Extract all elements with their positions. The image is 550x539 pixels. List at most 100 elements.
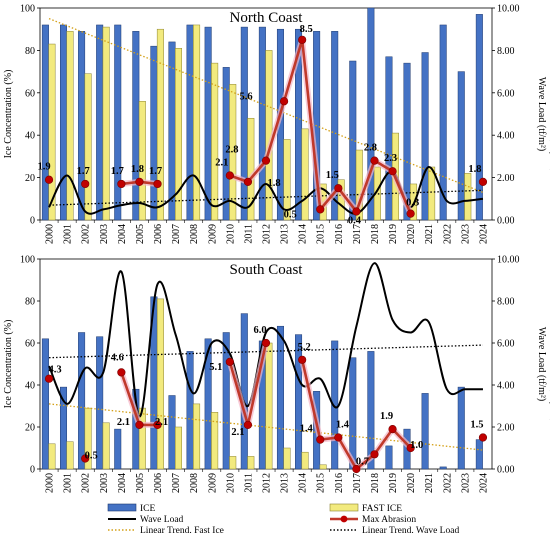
fast-ice-bar bbox=[193, 24, 201, 221]
y-tick-label: 20 bbox=[25, 173, 35, 184]
fast-ice-bar bbox=[193, 403, 201, 470]
max-abrasion-point bbox=[225, 357, 234, 367]
y-tick-label: 40 bbox=[25, 381, 35, 392]
north-coast-panel: North Coast 0 20 40 60 80 100 0.00 2.00 4.00 6.00 8… bbox=[3, 4, 550, 245]
max-abrasion-point bbox=[388, 167, 397, 176]
max-abrasion-point bbox=[44, 175, 54, 184]
south-coast-panel: South Coast 0 20 40 60 80 100 0.00 2.00 4.00 6.00 8… bbox=[3, 255, 550, 494]
data-label: 2.1 bbox=[231, 427, 244, 438]
ice-bar bbox=[240, 26, 248, 221]
fast-ice-bar bbox=[247, 117, 255, 221]
x-tick-label: 2012 bbox=[262, 473, 273, 493]
y-tick-label: 0 bbox=[30, 465, 35, 476]
legend-label-wave-load: Wave Load bbox=[140, 515, 184, 525]
data-label: 1.4 bbox=[300, 424, 314, 435]
y2-tick-label: 10.00 bbox=[497, 255, 520, 266]
x-tick-label: 2007 bbox=[171, 473, 182, 493]
x-tick-label: 2024 bbox=[478, 224, 489, 244]
data-label: 2.1 bbox=[117, 417, 130, 428]
x-tick-label: 2021 bbox=[424, 224, 435, 244]
max-abrasion-point bbox=[298, 355, 307, 364]
x-tick-label: 2004 bbox=[117, 473, 128, 493]
x-tick-label: 2005 bbox=[135, 473, 146, 493]
data-label: 1.8 bbox=[468, 164, 481, 175]
fast-ice-bar bbox=[102, 26, 110, 221]
ice-bar bbox=[78, 332, 86, 470]
legend-swatch-ice bbox=[107, 503, 137, 512]
ice-bar bbox=[349, 357, 357, 470]
fast-ice-bar bbox=[283, 447, 291, 470]
ice-bar bbox=[41, 24, 49, 221]
max-abrasion-point bbox=[81, 179, 90, 189]
fast-ice-bar bbox=[174, 48, 182, 221]
max-abrasion-point bbox=[370, 450, 379, 459]
data-label: 1.0 bbox=[410, 440, 423, 451]
legend-label-ice: ICE bbox=[140, 504, 156, 514]
x-tick-label: 2013 bbox=[280, 224, 291, 244]
max-abrasion-point bbox=[334, 184, 343, 193]
max-abrasion-point bbox=[298, 35, 307, 44]
y2-tick-label: 2.00 bbox=[497, 173, 515, 184]
fast-ice-bar bbox=[301, 128, 309, 221]
ice-bar bbox=[403, 62, 411, 221]
data-label: 1.9 bbox=[37, 162, 50, 173]
x-tick-label: 2011 bbox=[243, 473, 254, 493]
panel-title: North Coast bbox=[230, 10, 304, 26]
y2-axis-title: Wave Load (tf/m²) bbox=[536, 327, 547, 401]
data-label: 2.3 bbox=[384, 153, 397, 164]
ice-bar bbox=[204, 338, 212, 470]
ice-bar bbox=[475, 439, 483, 470]
fast-ice-bar bbox=[138, 101, 146, 221]
data-label: 5.6 bbox=[239, 91, 252, 102]
y2-tick-label: 8.00 bbox=[497, 297, 515, 308]
fast-ice-bar bbox=[319, 464, 327, 470]
x-tick-label: 2022 bbox=[442, 224, 453, 244]
x-tick-label: 2021 bbox=[424, 473, 435, 493]
trend-wave-load-line bbox=[49, 189, 483, 206]
data-label: 0.3 bbox=[406, 198, 419, 209]
ice-bar bbox=[222, 332, 230, 470]
fast-ice-bar bbox=[211, 412, 219, 470]
legend-label-trend-fast-ice: Linear Trend. Fast Ice bbox=[140, 526, 224, 536]
ice-bar bbox=[475, 14, 483, 221]
ice-bar bbox=[421, 52, 429, 221]
ice-bar bbox=[59, 24, 68, 221]
ice-bar bbox=[276, 325, 284, 470]
data-label: 1.9 bbox=[380, 411, 393, 422]
x-tick-label: 2017 bbox=[352, 473, 363, 493]
x-tick-label: 2003 bbox=[99, 473, 110, 493]
fast-ice-bar bbox=[48, 43, 56, 221]
ice-bar bbox=[457, 71, 465, 221]
ice-bar bbox=[457, 386, 465, 470]
ice-bar bbox=[204, 26, 212, 221]
max-abrasion-point bbox=[261, 156, 271, 165]
fast-ice-bar bbox=[174, 426, 182, 470]
max-abrasion-point bbox=[334, 433, 343, 442]
trend-fast-ice-line bbox=[48, 403, 484, 451]
x-tick-label: 2003 bbox=[99, 224, 110, 244]
legend-swatch-fast-ice bbox=[329, 503, 359, 512]
x-tick-label: 2011 bbox=[243, 224, 254, 244]
x-tick-label: 2007 bbox=[171, 224, 182, 244]
fast-ice-bar bbox=[84, 73, 92, 221]
data-label: 4.3 bbox=[48, 365, 61, 376]
x-tick-label: 2010 bbox=[225, 473, 236, 493]
fast-ice-bar bbox=[464, 173, 472, 221]
ice-bar bbox=[439, 466, 447, 470]
max-abrasion-point bbox=[243, 177, 253, 186]
fast-ice-bar bbox=[48, 443, 56, 470]
x-tick-label: 2012 bbox=[262, 224, 273, 244]
x-tick-label: 2000 bbox=[45, 224, 56, 244]
y-tick-label: 80 bbox=[25, 297, 35, 308]
ice-bar bbox=[96, 336, 104, 470]
fast-ice-bar bbox=[211, 62, 219, 221]
x-tick-label: 2006 bbox=[153, 224, 164, 244]
x-tick-label: 2023 bbox=[460, 473, 471, 493]
max-abrasion-point bbox=[478, 433, 488, 442]
x-tick-label: 2002 bbox=[81, 224, 92, 244]
y-tick-label: 40 bbox=[25, 131, 35, 142]
fast-ice-bar bbox=[66, 31, 74, 221]
y-tick-label: 60 bbox=[25, 88, 35, 99]
x-tick-label: 2019 bbox=[388, 224, 399, 244]
